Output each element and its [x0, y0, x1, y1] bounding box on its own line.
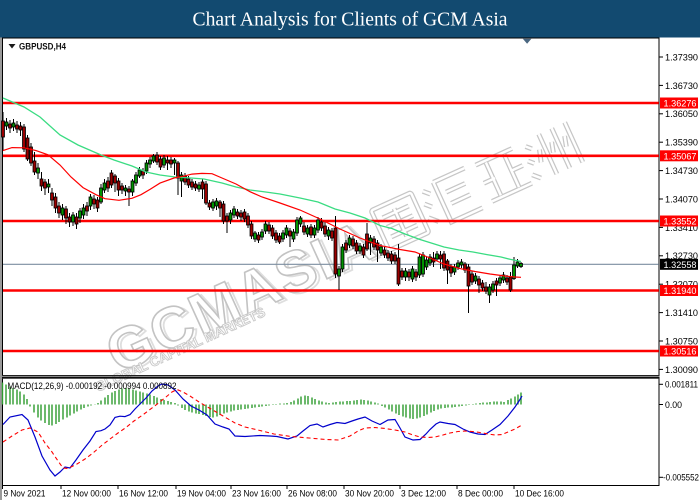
svg-text:19 Nov 04:00: 19 Nov 04:00 — [177, 489, 226, 499]
svg-text:8 Dec 00:00: 8 Dec 00:00 — [458, 489, 503, 499]
svg-text:Chart Analysis for Clients of: Chart Analysis for Clients of GCM Asia — [193, 10, 508, 31]
svg-text:9 Nov 2021: 9 Nov 2021 — [4, 489, 46, 499]
svg-text:30 Nov 20:00: 30 Nov 20:00 — [345, 489, 394, 499]
svg-text:GBPUSD,H4: GBPUSD,H4 — [19, 42, 67, 52]
svg-text:MACD(12,26,9) -0.000192 -0.000: MACD(12,26,9) -0.000192 -0.000994 0.0008… — [8, 381, 177, 391]
svg-text:0.00: 0.00 — [665, 400, 682, 410]
svg-text:1.37390: 1.37390 — [665, 52, 698, 62]
svg-text:3 Dec 12:00: 3 Dec 12:00 — [401, 489, 446, 499]
svg-text:1.32730: 1.32730 — [665, 251, 698, 261]
svg-text:10 Dec 16:00: 10 Dec 16:00 — [515, 489, 564, 499]
svg-text:16 Nov 12:00: 16 Nov 12:00 — [119, 489, 168, 499]
svg-text:1.35067: 1.35067 — [664, 151, 697, 161]
svg-text:1.34070: 1.34070 — [665, 194, 698, 204]
svg-text:1.36050: 1.36050 — [665, 109, 698, 119]
svg-text:1.30750: 1.30750 — [665, 336, 698, 346]
svg-text:1.34730: 1.34730 — [665, 166, 698, 176]
svg-text:1.30516: 1.30516 — [664, 347, 697, 357]
svg-text:1.33410: 1.33410 — [665, 223, 698, 233]
svg-text:1.36730: 1.36730 — [665, 81, 698, 91]
svg-text:23 Nov 16:00: 23 Nov 16:00 — [232, 489, 281, 499]
svg-text:1.30090: 1.30090 — [665, 365, 698, 375]
svg-text:0.001811: 0.001811 — [665, 380, 698, 390]
svg-text:1.32558: 1.32558 — [664, 260, 697, 270]
svg-text:1.36276: 1.36276 — [664, 99, 697, 109]
svg-text:1.32070: 1.32070 — [665, 280, 698, 290]
svg-text:1.31410: 1.31410 — [665, 308, 698, 318]
svg-text:1.31940: 1.31940 — [664, 286, 697, 296]
svg-text:1.35390: 1.35390 — [665, 138, 698, 148]
svg-text:1.33552: 1.33552 — [664, 217, 697, 227]
svg-text:26 Nov 08:00: 26 Nov 08:00 — [288, 489, 337, 499]
svg-text:-0.005552: -0.005552 — [663, 473, 699, 483]
svg-text:12 Nov 00:00: 12 Nov 00:00 — [62, 489, 111, 499]
